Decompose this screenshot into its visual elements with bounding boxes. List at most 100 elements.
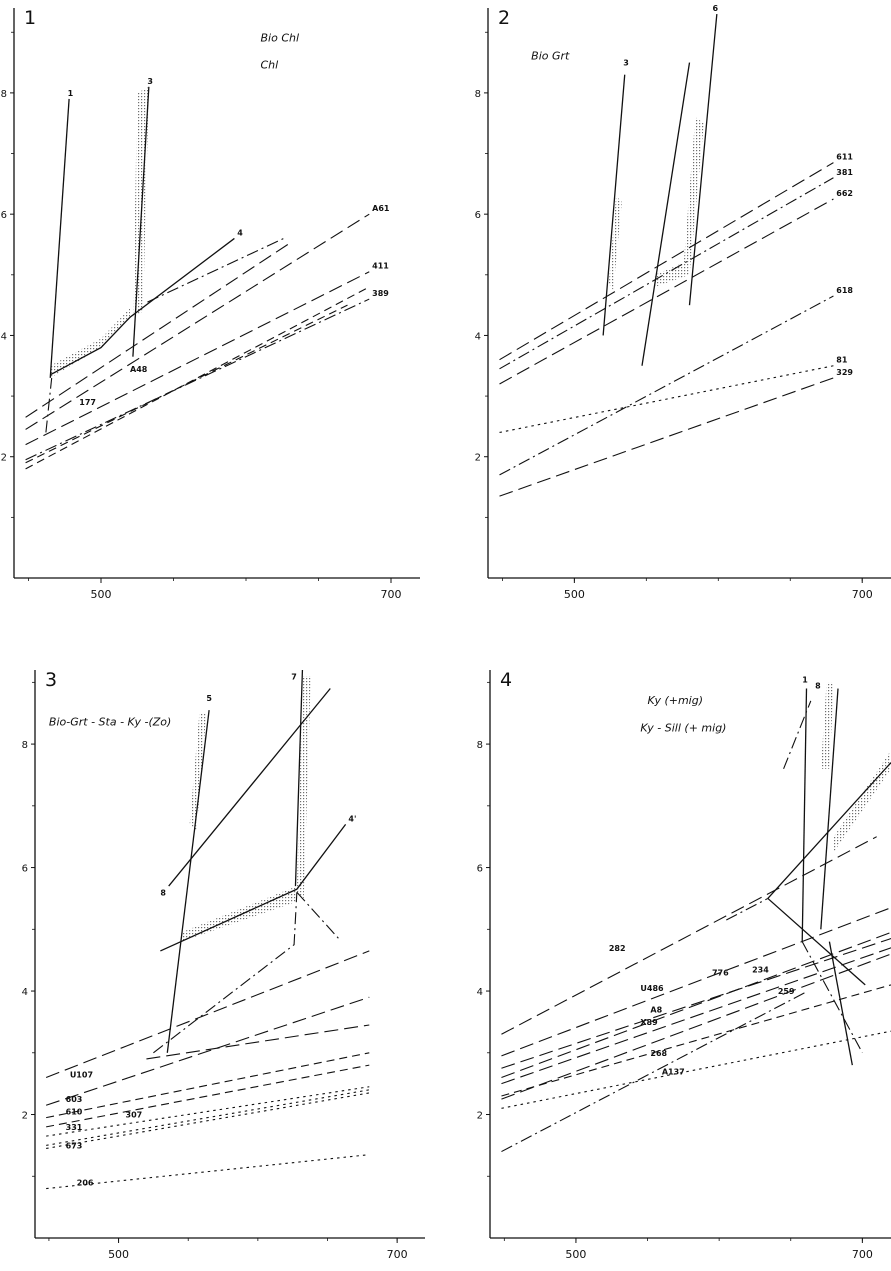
y-tick-label: 8	[475, 89, 481, 100]
y-tick-label: 4	[1, 331, 7, 342]
series-label: 4'	[348, 814, 356, 823]
isotherm-line-329	[499, 377, 834, 497]
chart-panel-3: 500 700 2 4 6 8 3 5 7 8 4' U107 603 610 331 307 673 206 Bi…	[22, 669, 425, 1261]
isotherm-line-776	[501, 938, 891, 1069]
series-label: 3	[147, 77, 153, 86]
isotherm-line-A137	[501, 1030, 891, 1109]
y-tick-label: 8	[1, 89, 7, 100]
series-label: A8	[650, 1006, 662, 1015]
isotherm-line-A48	[25, 286, 370, 470]
series-label: 6	[713, 4, 719, 13]
y-tick-label: 2	[1, 453, 7, 464]
isotherm-line-5	[166, 710, 210, 1053]
series-label: 268	[650, 1049, 667, 1058]
series-label: 611	[836, 153, 853, 162]
isotherm-line	[153, 892, 298, 1054]
isotherm-line-381	[499, 177, 834, 370]
y-tick-label: 2	[22, 1111, 28, 1122]
x-tick-label: 500	[565, 1248, 586, 1261]
isotherm-line-3	[132, 86, 150, 357]
isotherm-line	[147, 237, 284, 303]
series-label: 8	[815, 682, 821, 691]
isotherm-line-234	[501, 947, 891, 1085]
panel-number: 2	[498, 7, 510, 29]
series-label: U486	[640, 984, 664, 993]
isotherm-line-81	[499, 365, 834, 434]
x-tick-label: 500	[108, 1248, 129, 1261]
shaded-reaction-band	[654, 117, 704, 287]
isotherm-line-610	[46, 1064, 370, 1128]
panel-number: 4	[500, 669, 512, 691]
x-tick-label: 700	[381, 588, 402, 601]
series-label: 5	[206, 694, 212, 703]
isotherm-line-X89	[501, 953, 891, 1100]
panel-number: 3	[45, 669, 57, 691]
shaded-reaction-band	[820, 682, 834, 769]
assemblage-label: Ky (+mig)	[648, 694, 703, 707]
y-tick-label: 6	[475, 210, 481, 221]
series-label: 1	[802, 675, 808, 684]
y-tick-label: 2	[475, 453, 481, 464]
shaded-reaction-band	[833, 750, 891, 853]
assemblage-label: Ky - Sill (+ mig)	[640, 722, 726, 735]
series-label: 234	[752, 966, 769, 975]
isotherm-line-268	[501, 984, 891, 1097]
isotherm-line	[296, 891, 340, 939]
isotherm-line-8	[820, 688, 839, 930]
y-tick-label: 8	[477, 740, 483, 751]
isotherm-line-7	[294, 669, 304, 887]
series-label: 1	[68, 89, 74, 98]
x-tick-label: 700	[852, 588, 873, 601]
series-label: 259	[778, 987, 795, 996]
shaded-reaction-band	[189, 713, 207, 831]
shaded-reaction-band	[608, 195, 622, 290]
y-tick-label: 8	[22, 740, 28, 751]
x-tick-label: 500	[91, 588, 112, 601]
isotherm-line-603	[46, 1052, 370, 1119]
isotherm-line-282	[501, 836, 877, 1035]
series-label: 307	[126, 1111, 143, 1120]
isotherm-line-U107	[45, 950, 370, 1078]
series-label: 411	[372, 262, 389, 271]
isotherm-line-331	[46, 1086, 370, 1137]
isotherm-line-618	[499, 295, 834, 476]
isotherm-line	[828, 941, 853, 1066]
series-label: 662	[836, 189, 853, 198]
series-label: 776	[712, 969, 729, 978]
series-label: 81	[836, 356, 848, 365]
isotherm-line-U486	[501, 907, 891, 1057]
isotherm-line-A8	[501, 931, 891, 1078]
y-tick-label: 6	[1, 210, 7, 221]
isotherm-line	[641, 62, 691, 366]
chart-panel-1: 500 700 2 4 6 8 1 1 3 4 A61 411 389 A48 177 Bio Chl Chl	[1, 7, 420, 601]
isotherm-line-411	[25, 271, 370, 446]
y-tick-label: 6	[477, 864, 483, 875]
series-label: 7	[291, 672, 297, 681]
y-tick-label: 4	[22, 987, 28, 998]
series-label: 282	[609, 944, 626, 953]
series-label: 329	[836, 368, 853, 377]
series-label: A61	[372, 204, 390, 213]
series-label: 4	[237, 228, 243, 237]
series-label: 206	[77, 1179, 94, 1188]
isotherm-line-4	[49, 237, 235, 376]
y-tick-label: 4	[475, 331, 481, 342]
isotherm-line-1	[49, 98, 70, 378]
series-label: 381	[836, 168, 853, 177]
series-label: 673	[66, 1141, 83, 1150]
series-label: 3	[623, 59, 629, 68]
series-label: 610	[66, 1108, 83, 1117]
series-label: 603	[66, 1095, 83, 1104]
x-tick-label: 700	[387, 1248, 408, 1261]
isotherm-line	[767, 762, 891, 899]
series-label: 331	[66, 1123, 83, 1132]
series-label: X89	[640, 1018, 658, 1027]
panel-number: 1	[24, 7, 36, 29]
isotherm-line	[783, 700, 812, 769]
shaded-reaction-band	[50, 308, 130, 378]
isotherm-line-389	[25, 298, 370, 461]
chart-panel-2: 500 700 2 4 6 8 2 3 6 611 381 662 618 81 329 Bio Grt	[475, 4, 891, 601]
isotherm-line-673	[46, 1092, 370, 1150]
isotherm-line-662	[499, 198, 834, 385]
